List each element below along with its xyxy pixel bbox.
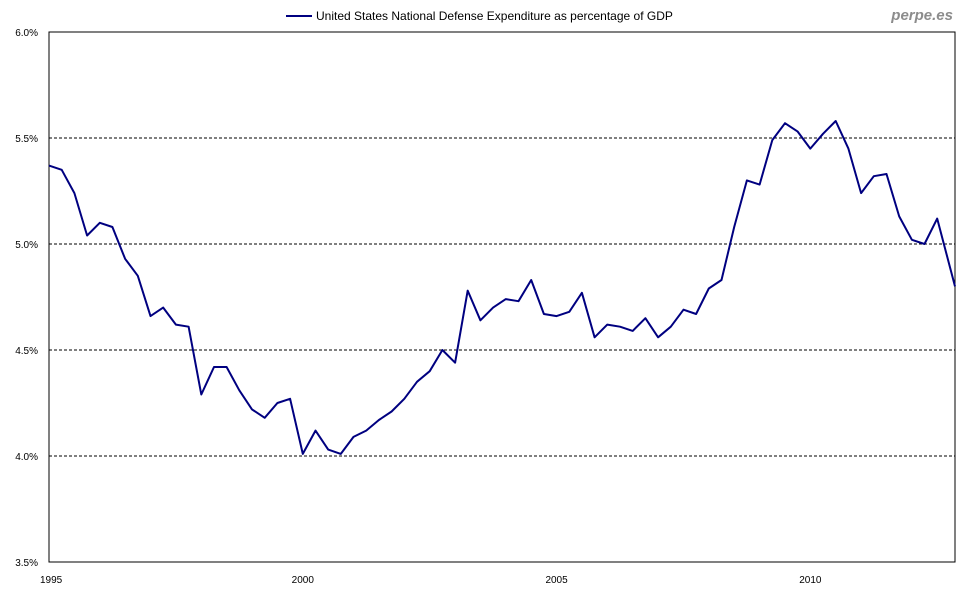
x-axis-ticks: 1995 2000 2005 2010	[40, 575, 822, 586]
x-tick-label: 2010	[799, 575, 822, 586]
series-line-defense-expenditure	[48, 120, 956, 455]
legend-label: United States National Defense Expenditu…	[316, 9, 673, 23]
x-tick-label: 1995	[40, 575, 63, 586]
gridlines	[49, 137, 955, 457]
y-tick-label: 4.0%	[15, 452, 38, 463]
plot-area-frame	[48, 31, 956, 563]
y-tick-label: 6.0%	[15, 28, 38, 39]
y-axis-ticks: 3.5% 4.0% 4.5% 5.0% 5.5% 6.0%	[15, 28, 38, 569]
y-tick-label: 3.5%	[15, 558, 38, 569]
y-tick-label: 5.0%	[15, 240, 38, 251]
x-tick-label: 2000	[292, 575, 315, 586]
y-tick-label: 4.5%	[15, 346, 38, 357]
y-tick-label: 5.5%	[15, 134, 38, 145]
x-tick-label: 2005	[545, 575, 568, 586]
legend: United States National Defense Expenditu…	[286, 9, 673, 23]
watermark: perpe.es	[890, 7, 953, 24]
